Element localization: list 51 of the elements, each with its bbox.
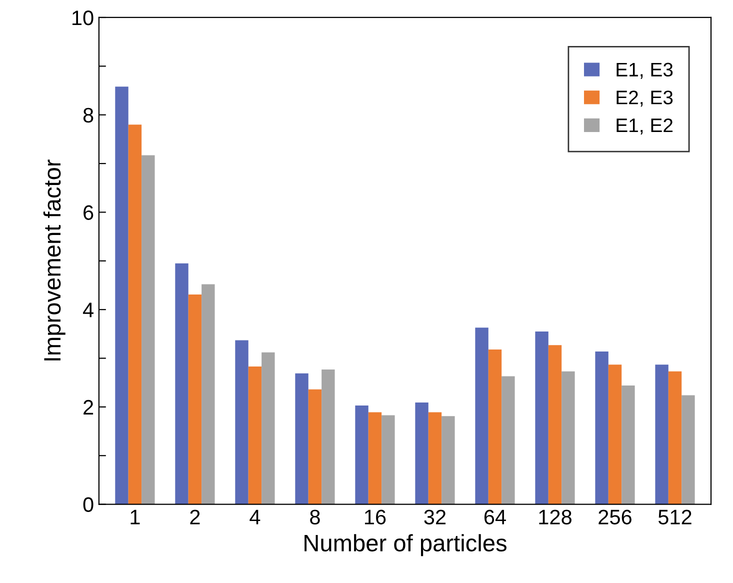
bar <box>595 351 608 504</box>
bar <box>488 349 502 504</box>
bar <box>442 416 455 504</box>
bar <box>175 263 188 504</box>
bar <box>128 124 142 504</box>
bar <box>308 389 322 504</box>
x-tick-label: 256 <box>598 510 632 524</box>
y-tick-label: 10 <box>72 10 94 26</box>
bar <box>682 395 695 504</box>
x-tick-label: 128 <box>539 510 572 524</box>
x-tick-label: 64 <box>484 510 506 524</box>
x-tick-label: 4 <box>250 510 260 524</box>
y-tick-label: 2 <box>84 400 94 414</box>
x-tick-label: 512 <box>658 510 692 524</box>
bar <box>655 364 668 504</box>
bar <box>355 405 368 504</box>
legend-label: E2, E3 <box>616 90 673 107</box>
bar <box>142 155 155 504</box>
bar <box>622 386 635 504</box>
x-tick-label: 8 <box>310 510 320 524</box>
bar <box>382 415 395 504</box>
bar <box>668 371 682 504</box>
bar <box>115 86 128 504</box>
bar <box>248 366 262 504</box>
bar <box>428 412 442 504</box>
x-axis-title: Number of particles <box>304 534 506 556</box>
bar <box>368 412 382 504</box>
y-tick-label: 4 <box>82 302 94 318</box>
bar <box>202 284 215 504</box>
y-tick-label: 6 <box>84 205 94 220</box>
bar <box>548 345 562 504</box>
bar <box>322 369 335 504</box>
bar <box>475 328 488 504</box>
y-tick-label: 0 <box>83 497 94 512</box>
y-axis-title: Improvement factor <box>43 160 66 360</box>
bar <box>295 373 308 504</box>
bar <box>562 371 575 504</box>
x-tick-label: 2 <box>190 510 200 524</box>
bar <box>262 352 275 504</box>
x-tick-label: 16 <box>364 510 386 524</box>
x-tick-label: 1 <box>130 510 140 524</box>
bar <box>502 376 515 504</box>
bar <box>608 364 622 504</box>
bar <box>235 340 248 504</box>
legend-label: E1, E2 <box>616 118 673 135</box>
bar <box>188 294 202 504</box>
bar <box>535 331 548 504</box>
y-tick-label: 8 <box>83 108 94 123</box>
x-tick-label: 32 <box>424 510 446 524</box>
bar <box>415 402 428 504</box>
legend-label: E1, E3 <box>616 62 673 79</box>
